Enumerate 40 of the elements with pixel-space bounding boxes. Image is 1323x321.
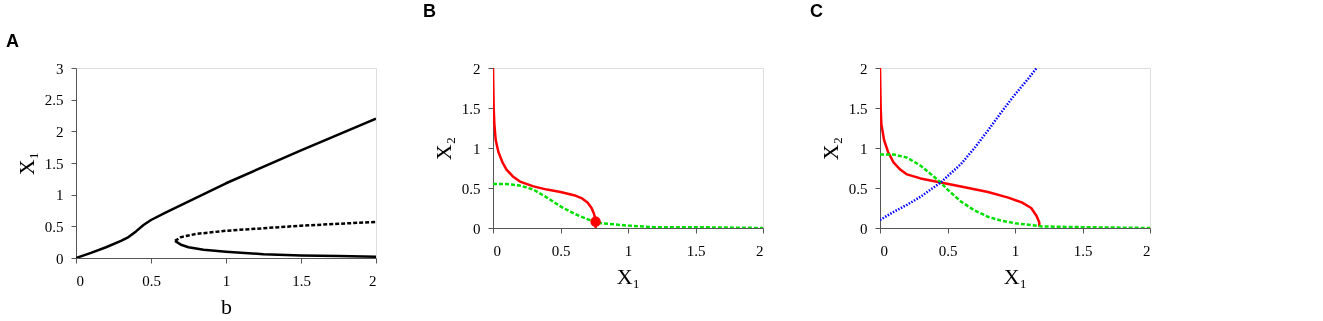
y-tick-label: 2 [473, 60, 481, 77]
y-tick-label: 1.5 [461, 100, 481, 117]
y-tick-label: 1 [56, 187, 64, 204]
y-tick-label: 2 [860, 60, 868, 77]
x-tick-label: 1 [222, 272, 231, 289]
x-tick-label: 0.5 [142, 272, 161, 289]
x-axis-title: X₁ [1003, 263, 1028, 289]
y-tick-label: 0 [860, 220, 868, 237]
y-tick-label: 1.5 [848, 100, 868, 117]
x-tick-label: 0 [880, 242, 888, 259]
x-tick-label: 2 [1143, 242, 1151, 259]
x-tick-label: 0.5 [551, 242, 571, 259]
y-tick-label: 1 [860, 140, 868, 157]
y-tick-label: 1 [473, 140, 481, 157]
x-tick-label: 2 [756, 242, 764, 259]
x-axis-title: X₁ [616, 263, 641, 289]
y-tick-label: 0.5 [44, 218, 64, 235]
x-tick-label: 0 [493, 242, 501, 259]
x-tick-label: 2 [369, 272, 377, 289]
x-tick-label: 1.5 [1073, 242, 1093, 259]
y-tick-label: 2 [56, 123, 64, 140]
x-tick-label: 1.5 [686, 242, 706, 259]
y-axis-title: X₁ [13, 151, 39, 176]
x-tick-label: 1 [1011, 242, 1020, 259]
y-tick-label: 0 [473, 220, 481, 237]
x-tick-label: 1.5 [292, 272, 311, 289]
x-tick-label: 0 [76, 272, 84, 289]
y-tick-label: 1.5 [44, 155, 64, 172]
chart-title: A [6, 31, 19, 51]
x-tick-label: 0.5 [938, 242, 958, 259]
y-tick-label: 0.5 [848, 180, 868, 197]
y-tick-label: 2.5 [44, 92, 64, 109]
x-axis-title: b [221, 293, 232, 319]
chart-title: C [810, 1, 823, 21]
x-tick-label: 1 [624, 242, 633, 259]
y-axis-title: X₂ [430, 136, 456, 161]
chart-title: B [423, 1, 436, 21]
y-tick-label: 0.5 [461, 180, 481, 197]
y-axis-title: X₂ [817, 136, 843, 161]
y-tick-label: 3 [56, 60, 64, 77]
